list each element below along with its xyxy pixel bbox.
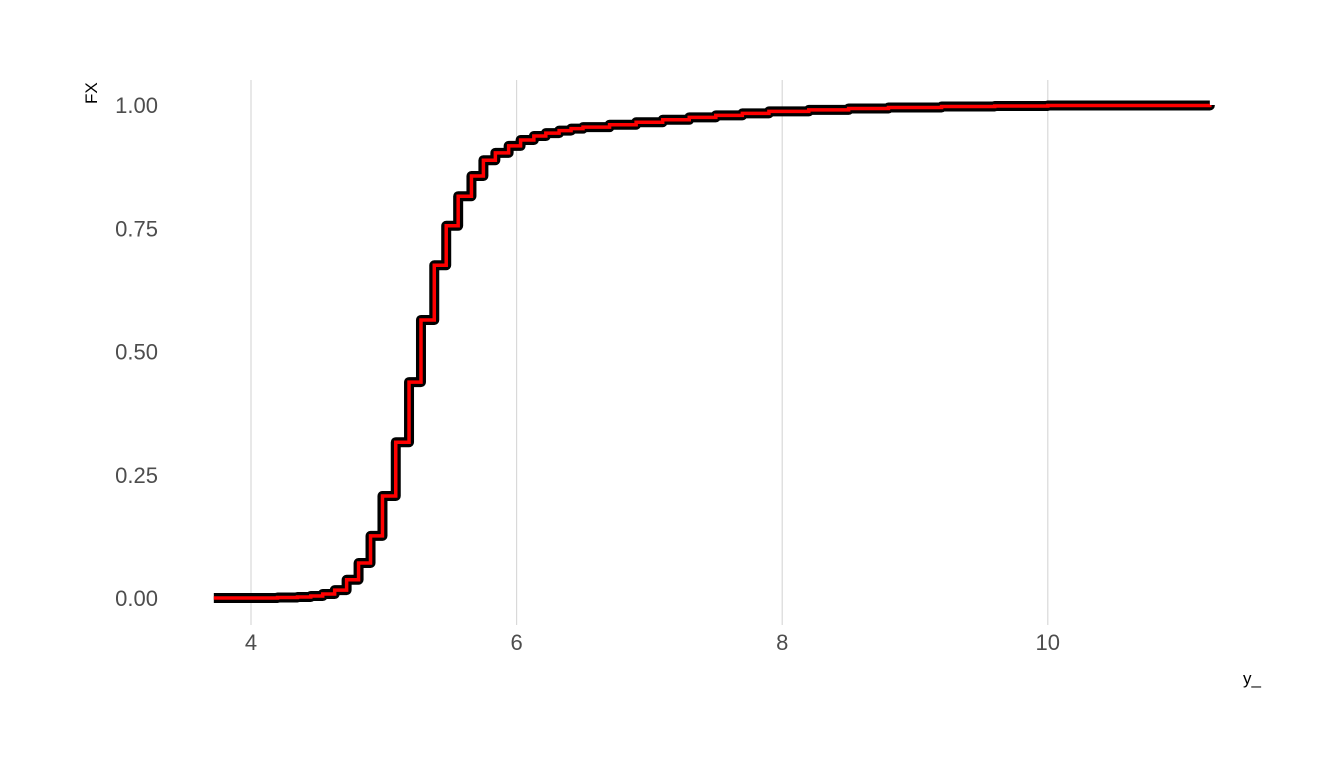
series (213, 100, 1215, 603)
x-tick-label: 4 (245, 630, 257, 655)
x-axis-label: y_ (1243, 669, 1262, 688)
y-tick-label: 0.25 (115, 463, 158, 488)
y-tick-label: 0.00 (115, 586, 158, 611)
y-tick-label: 0.75 (115, 216, 158, 241)
x-tick-label: 10 (1036, 630, 1060, 655)
y-tick-label: 0.50 (115, 340, 158, 365)
ecdf-outer-line (213, 100, 1215, 603)
x-tick-label: 6 (510, 630, 522, 655)
x-axis-ticks: 4 6 8 10 (245, 630, 1060, 655)
ecdf-inner-line (213, 103, 1212, 600)
y-tick-label: 1.00 (115, 93, 158, 118)
x-tick-label: 8 (776, 630, 788, 655)
y-axis-label: FX (82, 82, 101, 104)
grid (250, 80, 1049, 625)
y-axis-ticks: 0.00 0.25 0.50 0.75 1.00 (115, 93, 158, 611)
